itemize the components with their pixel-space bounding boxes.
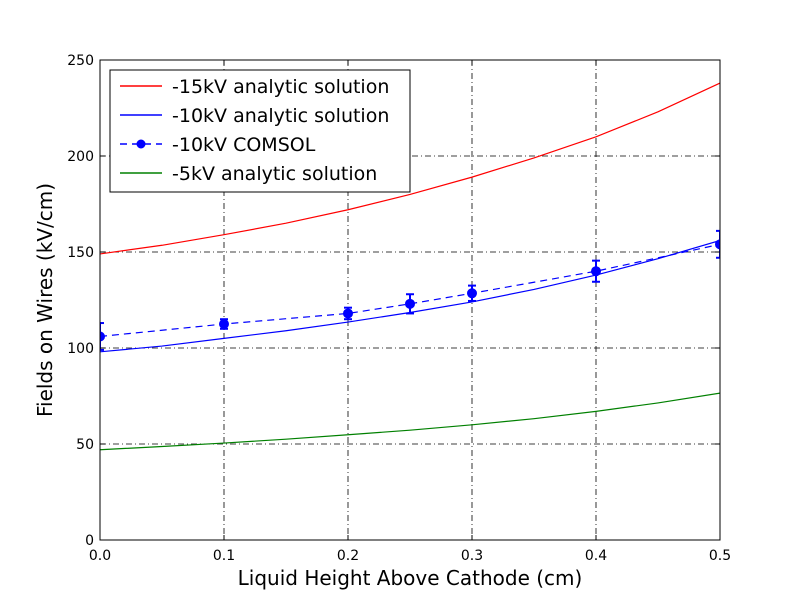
series-4 (100, 392, 720, 451)
series-4-line (100, 392, 720, 451)
x-tick-label: 0.3 (461, 548, 483, 564)
x-tick-label: 0.5 (709, 548, 731, 564)
x-tick-label: 0.2 (337, 548, 359, 564)
legend-label: -10kV analytic solution (172, 105, 389, 127)
legend-marker (136, 139, 146, 149)
legend-label: -15kV analytic solution (172, 76, 389, 98)
x-tick-label: 0.1 (213, 548, 235, 564)
series-3-point (405, 298, 415, 309)
plot-frame (99, 59, 721, 541)
legend: -15kV analytic solution -10kV analytic so… (109, 69, 411, 193)
series-3 (100, 229, 720, 351)
legend-label: -5kV analytic solution (172, 163, 377, 185)
x-tick-label: 0.0 (89, 548, 111, 564)
series-1-line (100, 82, 720, 255)
y-tick-label: 0 (85, 533, 94, 549)
series-3-point (467, 288, 477, 299)
y-tick-label: 150 (67, 245, 94, 261)
x-tick-label: 0.4 (585, 548, 607, 564)
ticks: 0.0 0.1 0.2 0.3 0.4 0.5 0 50 100 150 200 250 (67, 53, 731, 564)
series-3-point (100, 331, 105, 342)
series-3-point (343, 308, 353, 319)
y-axis-label: Fields on Wires (kV/cm) (33, 183, 57, 417)
x-axis-label: Liquid Height Above Cathode (cm) (238, 566, 583, 590)
legend-label: -10kV COMSOL (172, 134, 316, 156)
series-3-point (591, 266, 601, 277)
y-tick-label: 250 (67, 53, 94, 69)
series-layer (100, 82, 720, 451)
y-tick-label: 100 (67, 341, 94, 357)
series-1 (100, 82, 720, 255)
y-tick-label: 50 (76, 437, 94, 453)
y-tick-label: 200 (67, 149, 94, 165)
legend-box (109, 69, 411, 193)
series-3-point (219, 319, 229, 329)
series-3-point (715, 239, 720, 250)
